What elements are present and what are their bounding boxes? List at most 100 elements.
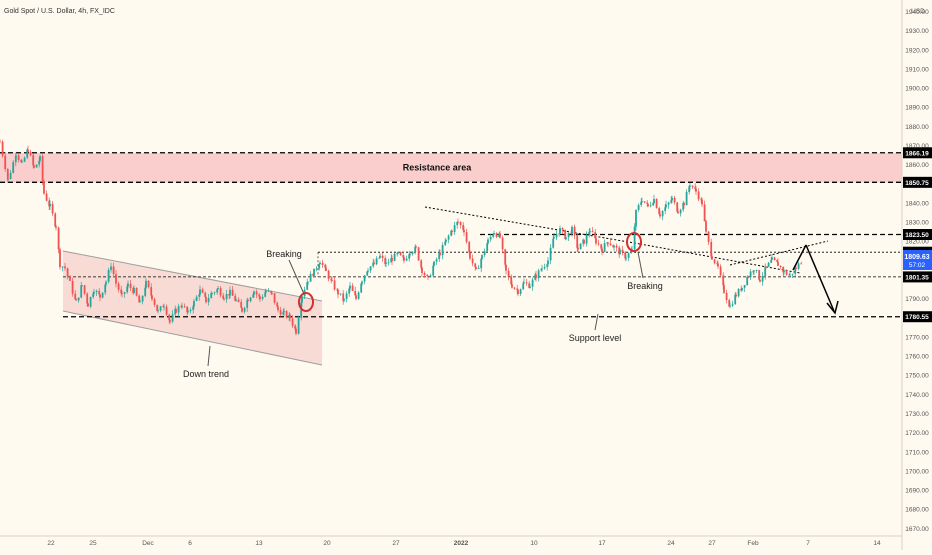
candle-body (789, 274, 791, 276)
candle-body (110, 266, 112, 270)
candle-body (49, 203, 51, 207)
countdown-timer: 57:02 (909, 262, 926, 269)
candle-body (327, 270, 330, 280)
price-tick-label: 1670.00 (905, 526, 929, 533)
candle-body (259, 296, 261, 299)
candle-body (402, 255, 405, 258)
candle-body (535, 274, 537, 279)
candle-body (576, 235, 579, 248)
candle-body (121, 293, 123, 294)
time-axis-ticks: 22 25 Dec 6 13 20 27 2022 10 17 24 27 Feb 7 14 (47, 540, 881, 547)
candle-body (277, 306, 279, 311)
candle-body (253, 291, 255, 295)
candle-body (679, 209, 682, 214)
candle-body (204, 292, 207, 297)
candle-body (273, 293, 276, 303)
breaking-circle-2 (626, 232, 642, 252)
level-badge-bg (903, 176, 932, 188)
candle-body (477, 268, 480, 269)
level-badge-text: 1780.55 (905, 314, 929, 321)
candle-body (391, 257, 393, 261)
candle-body (43, 181, 45, 194)
candle-body (705, 221, 707, 232)
candle-body (683, 202, 685, 206)
candle-body (723, 285, 725, 293)
candle-body (438, 252, 441, 260)
candle-body (661, 210, 664, 217)
breaking-pointer-2 (637, 251, 644, 279)
candle-body (591, 231, 594, 233)
candle-body (755, 270, 758, 271)
candle-body (282, 312, 285, 315)
candle-body (235, 299, 237, 301)
price-tick-label: 1750.00 (905, 373, 929, 380)
candle-body (513, 287, 516, 289)
candle-body (655, 198, 658, 209)
candle-body (613, 245, 615, 248)
candle-body (64, 266, 66, 269)
candle-body (475, 267, 477, 269)
candle-body (249, 297, 252, 302)
level-badge-bg (903, 311, 932, 323)
candle-body (255, 291, 258, 295)
candle-body (252, 294, 255, 298)
candle-body (499, 233, 501, 238)
candle-body (528, 283, 531, 288)
candle-body (373, 262, 375, 265)
candle-body (725, 292, 728, 300)
candle-body (453, 225, 456, 232)
candle-body (385, 262, 387, 265)
price-tick-label: 1870.00 (905, 143, 929, 150)
candle-body (403, 257, 405, 261)
candle-body (577, 247, 579, 250)
candle-body (601, 248, 603, 252)
candle-body (713, 259, 716, 264)
candle-body (283, 311, 285, 313)
candle-series (0, 139, 803, 336)
candle-body (603, 243, 606, 252)
candle-body (445, 239, 447, 242)
time-tick-label: Dec (142, 540, 154, 547)
candle-body (150, 287, 153, 296)
level-badge-bg (903, 229, 932, 240)
level-badge-text: 1850.75 (905, 180, 929, 187)
breaking-circle-1 (298, 292, 314, 312)
candle-body (567, 232, 570, 238)
price-tick-label: 1740.00 (905, 392, 929, 399)
candle-body (583, 239, 585, 244)
currency-label: USD (911, 8, 925, 15)
dotted-trendline-extension (639, 243, 801, 274)
candle-body (15, 155, 17, 157)
candle-body (349, 285, 351, 289)
candle-body (469, 252, 471, 259)
breaking-label-1: Breaking (266, 249, 302, 259)
candle-body (594, 232, 597, 239)
candle-body (507, 270, 510, 277)
price-tick-label: 1830.00 (905, 220, 929, 227)
candle-body (138, 295, 141, 303)
candle-body (543, 266, 546, 269)
candle-body (483, 251, 486, 255)
candle-body (1, 141, 4, 156)
price-tick-label: 1880.00 (905, 124, 929, 131)
candle-body (511, 284, 513, 288)
time-tick-label: 17 (598, 540, 606, 547)
candle-body (95, 290, 98, 293)
candle-body (207, 298, 210, 303)
candle-body (677, 211, 679, 214)
candle-body (555, 234, 558, 238)
candle-body (619, 249, 621, 255)
candle-body (355, 295, 357, 299)
candle-body (144, 287, 147, 296)
candle-body (676, 202, 679, 212)
candle-body (120, 289, 123, 294)
candle-body (231, 289, 234, 296)
price-tick-label: 1720.00 (905, 430, 929, 437)
candle-body (129, 283, 132, 289)
candle-body (546, 264, 549, 267)
candle-body (38, 160, 41, 165)
candle-body (279, 310, 282, 315)
candle-body (313, 268, 315, 276)
